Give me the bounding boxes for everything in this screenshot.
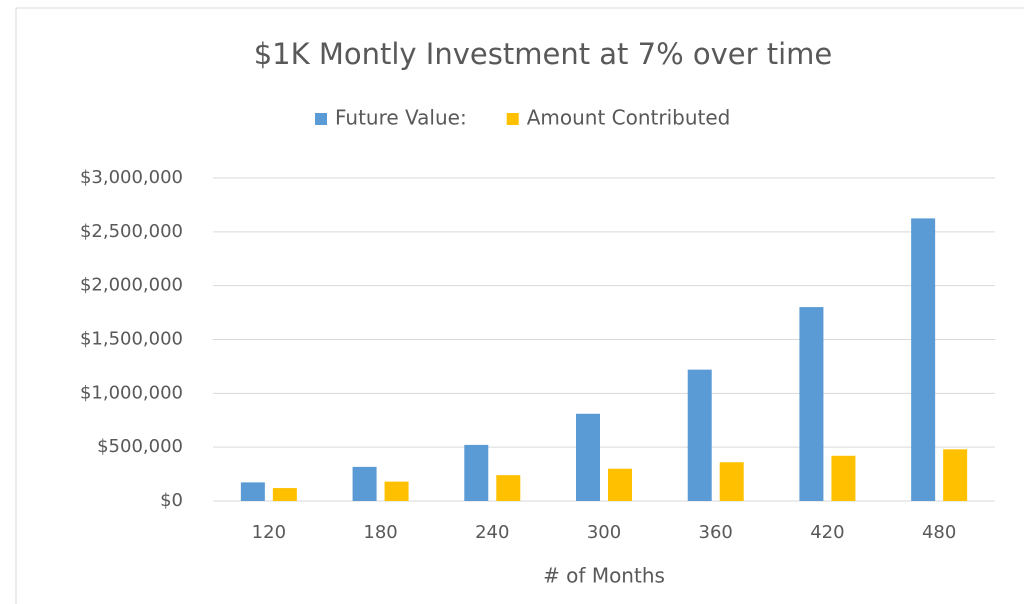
x-tick-label: 480 [922,522,956,543]
bar [719,462,744,501]
legend-swatch [315,113,327,125]
bar [943,449,968,501]
y-tick-label: $500,000 [97,436,183,457]
y-tick-label: $1,000,000 [80,382,183,403]
bar [687,369,712,501]
bar [496,475,521,501]
bar [831,455,856,501]
bar [576,413,600,501]
chart-frame [15,7,1024,604]
x-axis-title: # of Months [543,564,665,588]
x-tick-label: 360 [699,522,733,543]
x-tick-label: 180 [363,522,397,543]
bar [352,466,377,501]
bar [464,444,489,501]
bar [240,482,265,501]
bar [272,488,297,501]
chart-title: $1K Montly Investment at 7% over time [254,37,833,71]
bar [799,307,824,501]
y-tick-label: $1,500,000 [80,329,183,350]
y-tick-label: $0 [160,490,183,511]
bar [911,218,936,501]
y-tick-label: $3,000,000 [80,167,183,188]
x-tick-label: 240 [475,522,509,543]
x-tick-label: 420 [810,522,844,543]
legend-swatch [506,113,519,125]
legend-label: Amount Contributed [527,106,731,130]
y-tick-label: $2,500,000 [80,221,183,242]
y-tick-label: $2,000,000 [80,275,183,296]
x-tick-label: 300 [587,522,621,543]
legend-label: Future Value: [335,106,467,130]
bar [608,468,632,501]
x-tick-label: 120 [252,522,286,543]
bar [384,481,409,501]
